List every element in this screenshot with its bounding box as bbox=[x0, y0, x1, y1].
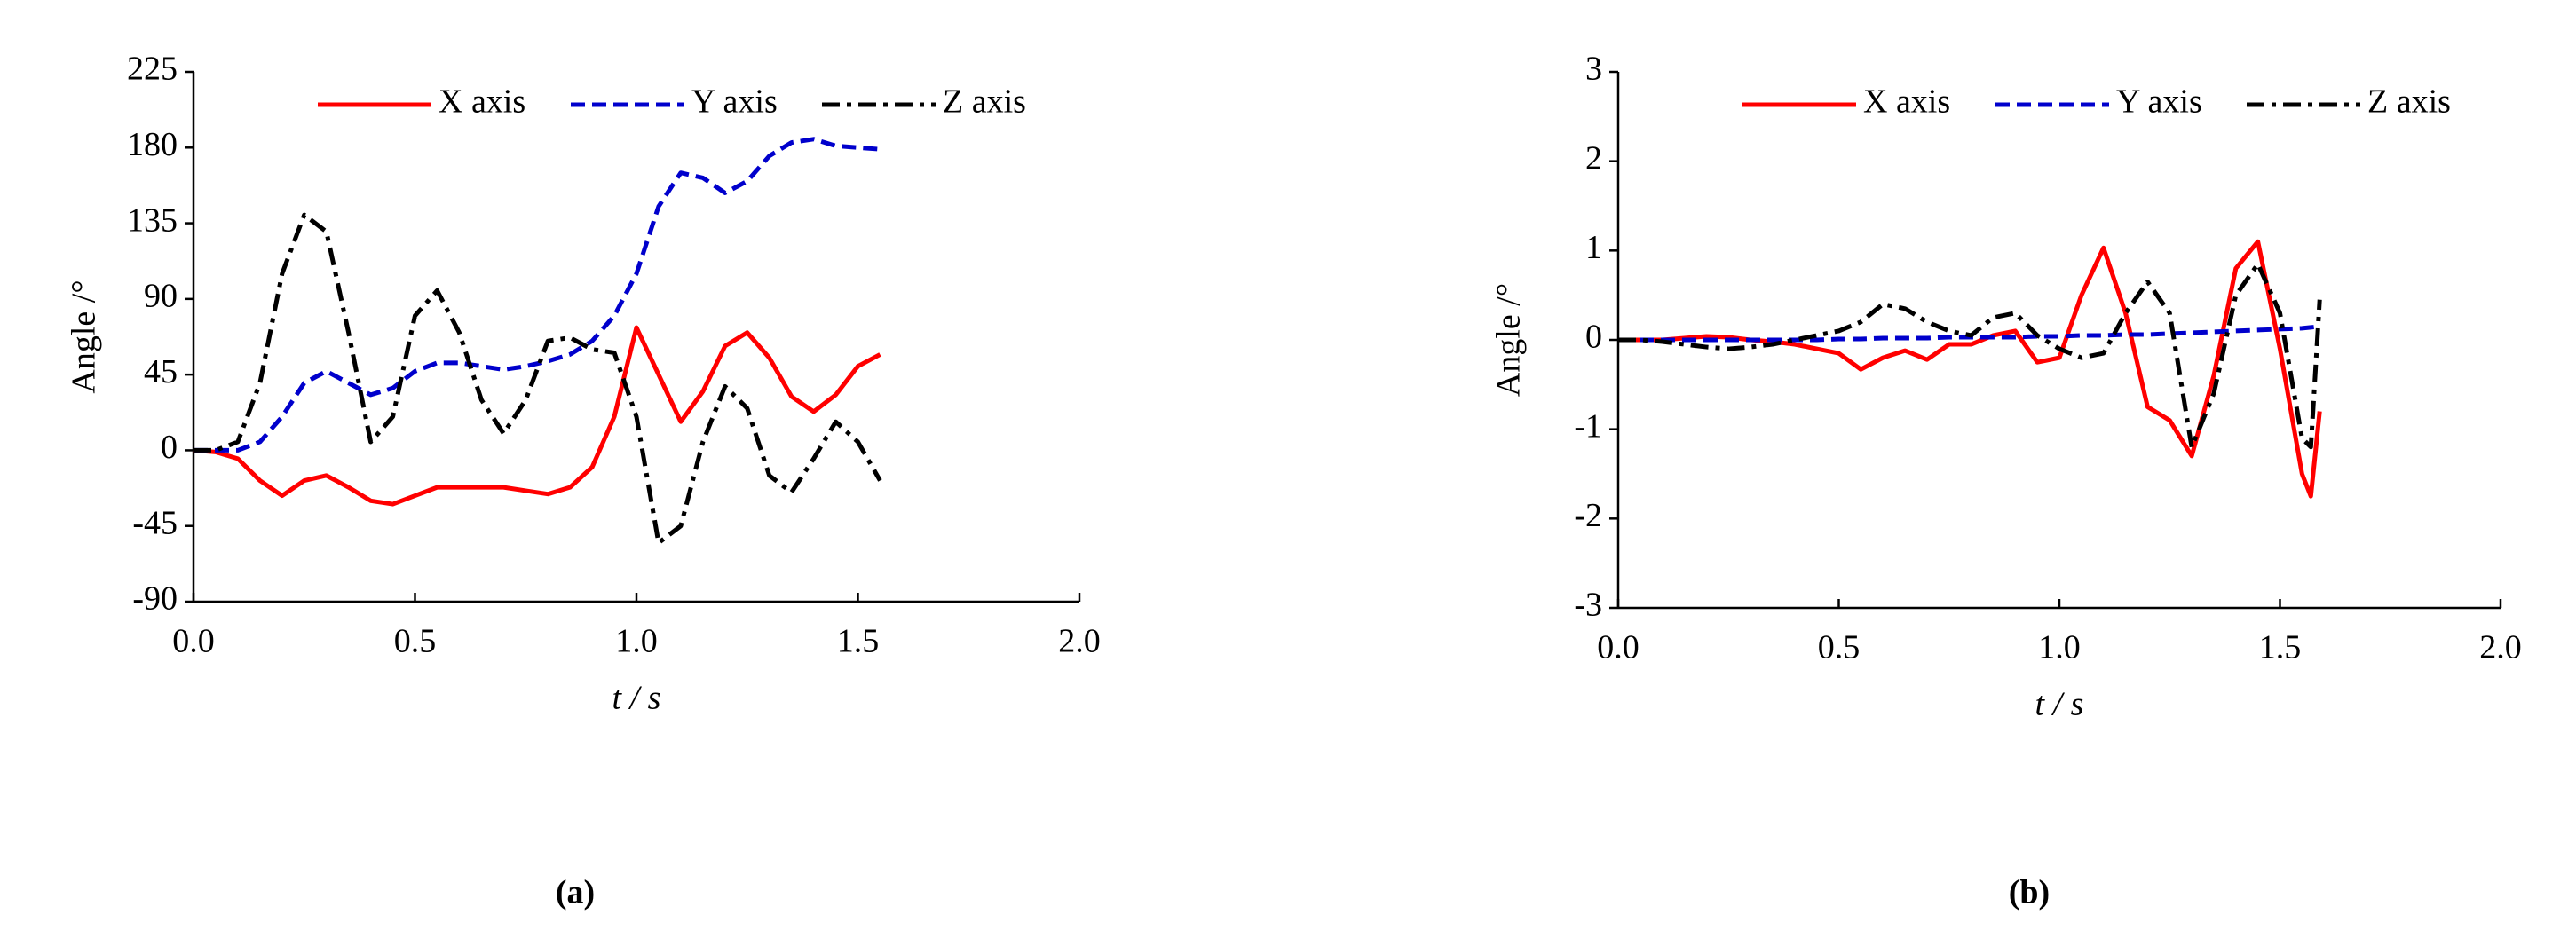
y-axis-label: Angle /° bbox=[66, 280, 103, 393]
panel-label: (a) bbox=[556, 874, 595, 911]
x-tick-label: 0.5 bbox=[394, 623, 437, 660]
x-tick-label: 1.5 bbox=[837, 623, 880, 660]
y-tick-label: 180 bbox=[127, 126, 178, 163]
y-tick-label: 1 bbox=[1585, 229, 1602, 266]
x-tick-label: 2.0 bbox=[2479, 629, 2522, 666]
x-axis-label: t / s bbox=[2035, 686, 2084, 723]
data-line bbox=[193, 325, 881, 507]
y-tick-label: 0 bbox=[161, 429, 178, 466]
legend-label: Y axis bbox=[2116, 83, 2202, 121]
data-line bbox=[1618, 261, 2322, 450]
y-tick-label: 225 bbox=[127, 51, 178, 88]
data-line bbox=[1618, 239, 2322, 499]
y-tick-label: 0 bbox=[1585, 319, 1602, 356]
y-tick-label: -2 bbox=[1574, 497, 1602, 534]
y-tick-label: -1 bbox=[1574, 407, 1602, 445]
legend-label: Z axis bbox=[943, 83, 1026, 121]
legend-label: Y axis bbox=[691, 83, 778, 121]
legend-label: Z axis bbox=[2367, 83, 2451, 121]
y-tick-label: -3 bbox=[1574, 587, 1602, 624]
x-tick-label: 0.0 bbox=[172, 623, 215, 660]
y-tick-label: 3 bbox=[1585, 51, 1602, 88]
y-tick-label: 135 bbox=[127, 201, 178, 239]
x-tick-label: 2.0 bbox=[1058, 623, 1101, 660]
x-tick-label: 0.0 bbox=[1597, 629, 1640, 666]
y-tick-label: -90 bbox=[132, 580, 178, 618]
y-tick-label: 90 bbox=[144, 278, 178, 315]
panel-label: (b) bbox=[2009, 874, 2050, 911]
legend-label: X axis bbox=[1863, 83, 1950, 121]
y-tick-label: 2 bbox=[1585, 139, 1602, 177]
y-axis-label: Angle /° bbox=[1490, 283, 1528, 397]
x-tick-label: 1.5 bbox=[2259, 629, 2302, 666]
x-tick-label: 0.5 bbox=[1818, 629, 1861, 666]
x-tick-label: 1.0 bbox=[2038, 629, 2081, 666]
data-line bbox=[1618, 324, 2320, 343]
y-tick-label: 45 bbox=[144, 353, 178, 390]
x-axis-label: t / s bbox=[612, 680, 661, 717]
x-tick-label: 1.0 bbox=[615, 623, 658, 660]
data-line bbox=[194, 137, 881, 453]
y-tick-label: -45 bbox=[132, 504, 178, 541]
data-line bbox=[194, 212, 882, 546]
legend-label: X axis bbox=[439, 83, 525, 121]
